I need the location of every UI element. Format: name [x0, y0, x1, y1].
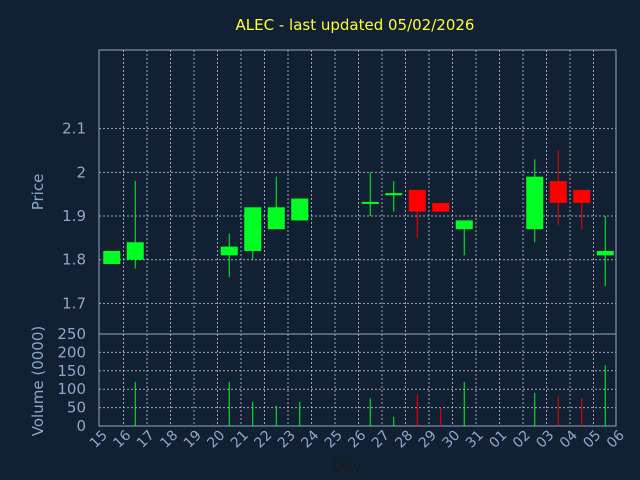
price-tick-label: 1.7	[62, 294, 86, 312]
candle	[596, 216, 614, 286]
candle	[385, 181, 403, 212]
candle	[408, 189, 426, 238]
volume-tick-label: 100	[57, 380, 86, 398]
candle-body	[573, 189, 591, 203]
candle-body	[103, 250, 121, 265]
candle-body	[361, 201, 379, 204]
volume-tick-label: 150	[57, 362, 86, 380]
candle	[573, 189, 591, 230]
candle	[220, 233, 238, 278]
price-tick-label: 2.1	[62, 120, 86, 138]
volume-tick-label: 0	[76, 417, 86, 435]
candles	[103, 150, 614, 286]
candle	[549, 150, 567, 225]
candle-body	[408, 189, 426, 212]
candle	[244, 207, 262, 260]
candle-body	[291, 198, 309, 221]
candle-body	[267, 207, 285, 230]
candle	[432, 202, 450, 212]
price-axis-label: Price	[29, 174, 47, 211]
candle-body	[455, 220, 473, 230]
price-axis: 1.7 1.8 1.9 2 2.1	[62, 120, 86, 313]
volume-tick-label: 200	[57, 343, 86, 361]
candle-body	[432, 202, 450, 212]
candle	[291, 198, 309, 221]
candle	[103, 250, 121, 265]
chart-title: ALEC - last updated 05/02/2026	[236, 16, 475, 34]
candle-body	[385, 193, 403, 196]
price-tick-label: 2	[76, 163, 86, 181]
price-tick-label: 1.9	[62, 207, 86, 225]
volume-tick-label: 250	[57, 325, 86, 343]
volume-axis-label: Volume (0000)	[29, 326, 47, 436]
candle	[126, 181, 144, 269]
volume-tick-label: 50	[67, 399, 86, 417]
volume-panel-border	[98, 333, 617, 427]
volume-grid	[99, 334, 616, 426]
candle-body	[526, 176, 544, 230]
candle-body	[244, 207, 262, 251]
candle-body	[549, 181, 567, 203]
candle-body	[596, 250, 614, 256]
price-tick-label: 1.8	[62, 251, 86, 269]
candle	[455, 220, 473, 256]
candle-body	[126, 242, 144, 260]
candle	[267, 176, 285, 230]
candle-body	[220, 246, 238, 256]
candle	[526, 159, 544, 243]
candle	[361, 172, 379, 217]
price-grid	[99, 50, 616, 334]
x-axis: 15 16 17 18 19 20 21 22 23 24 25 26 27 28 29 30 31 01 02 03…	[87, 427, 628, 451]
x-axis-label: Day	[332, 457, 362, 475]
volume-bars	[134, 365, 606, 426]
